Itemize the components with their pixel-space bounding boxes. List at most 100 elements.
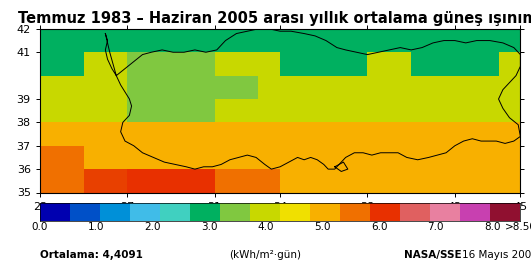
Text: 4.0: 4.0 [258,222,274,232]
Bar [324,146,367,169]
Text: 5.0: 5.0 [314,222,331,232]
Bar [411,99,455,122]
Text: >8.50: >8.50 [504,222,531,232]
Bar [215,169,258,192]
Bar [258,122,280,146]
Bar [40,99,83,122]
Bar [83,52,127,76]
Bar [215,99,258,122]
Bar [258,146,280,169]
Text: 1.0: 1.0 [88,222,105,232]
Bar [215,52,258,76]
Bar [324,29,367,52]
Bar [324,52,367,76]
Bar [310,203,340,221]
Bar [83,99,127,122]
Bar [411,146,455,169]
Bar [171,169,215,192]
Bar [171,52,215,76]
Bar [367,146,411,169]
Bar [258,99,280,122]
Bar [40,29,83,52]
Bar [499,99,520,122]
Bar [455,169,499,192]
Bar [324,169,367,192]
Bar [130,203,160,221]
Bar [258,169,280,192]
Text: 16 Mayıs 2009: 16 Mayıs 2009 [462,250,531,260]
Bar [499,76,520,99]
Bar [83,146,127,169]
Bar [250,203,280,221]
Bar [280,76,324,99]
Bar [127,76,171,99]
Text: 7.0: 7.0 [427,222,444,232]
Bar [324,122,367,146]
Bar [499,52,520,76]
Bar [367,29,411,52]
Bar [171,146,215,169]
Title: Temmuz 1983 – Haziran 2005 arası yıllık ortalama güneş ışınımı: Temmuz 1983 – Haziran 2005 arası yıllık … [18,11,531,26]
Bar [171,99,215,122]
Bar [367,99,411,122]
Text: (kWh/m²·gün): (kWh/m²·gün) [229,250,302,260]
Text: 2.0: 2.0 [144,222,161,232]
Bar [258,76,280,99]
Bar [220,203,250,221]
Bar [40,122,83,146]
Bar [411,52,455,76]
Bar [499,122,520,146]
Bar [411,169,455,192]
Bar [258,29,280,52]
Bar [127,52,171,76]
Bar [83,122,127,146]
Bar [411,76,455,99]
Bar [499,146,520,169]
Bar [367,52,411,76]
Bar [40,146,83,169]
Bar [499,169,520,192]
Bar [70,203,100,221]
Bar [127,122,171,146]
Bar [367,169,411,192]
Bar [340,203,370,221]
Bar [215,76,258,99]
Bar [40,76,83,99]
Bar [280,99,324,122]
Bar [40,169,83,192]
Bar [127,99,171,122]
Bar [280,203,310,221]
Bar [499,29,520,52]
Text: 0.0: 0.0 [32,222,48,232]
Text: Ortalama: 4,4091: Ortalama: 4,4091 [40,250,143,260]
Bar [215,122,258,146]
Bar [160,203,190,221]
Bar [171,76,215,99]
Bar [171,122,215,146]
Bar [411,29,455,52]
Bar [190,203,220,221]
Bar [258,52,280,76]
Bar [127,146,171,169]
Bar [171,29,215,52]
Bar [455,122,499,146]
Bar [127,169,171,192]
Bar [83,169,127,192]
Bar [460,203,490,221]
Bar [455,76,499,99]
Text: 8.0: 8.0 [484,222,500,232]
Bar [455,52,499,76]
Bar [40,203,70,221]
Bar [215,146,258,169]
Bar [370,203,400,221]
Bar [430,203,460,221]
Bar [324,76,367,99]
Bar [280,146,324,169]
Bar [400,203,430,221]
Bar [280,122,324,146]
Bar [83,76,127,99]
Bar [367,122,411,146]
Bar [127,29,171,52]
Bar [280,169,324,192]
Bar [490,203,520,221]
